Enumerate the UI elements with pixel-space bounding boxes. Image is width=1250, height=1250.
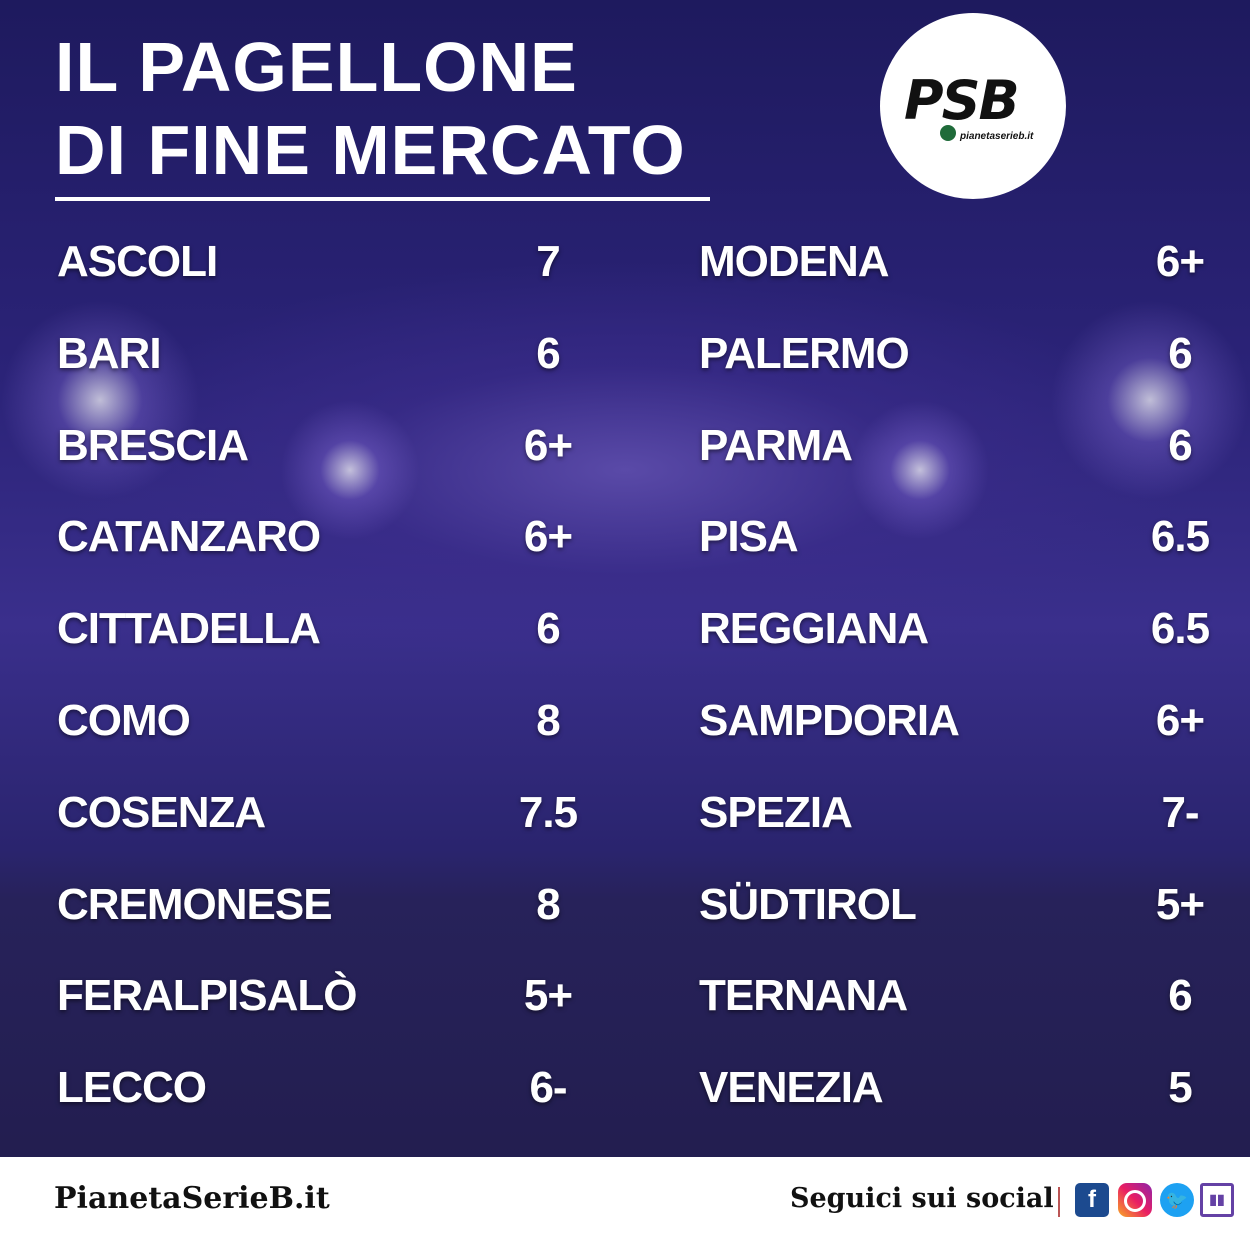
team-grade: 6 [536,604,560,654]
team-row: SAMPDORIA 6+ [699,691,1240,751]
team-grade: 6.5 [1150,512,1210,562]
team-grade: 5+ [1155,879,1205,929]
stadium-light [850,400,990,540]
team-grade: 6+ [523,512,573,562]
team-name: CITTADELLA [57,604,321,654]
team-grade: 6 [1168,420,1192,470]
team-row: CATANZARO 6+ [57,507,608,567]
team-row: ASCOLI 7 [57,232,608,292]
team-row: SÜDTIROL 5+ [699,875,1240,935]
team-name: TERNANA [699,971,908,1021]
team-name: SÜDTIROL [699,879,917,929]
psb-logo: PSB pianetaserieb.it [880,13,1066,199]
team-name: PISA [699,512,799,562]
team-row: REGGIANA 6.5 [699,599,1240,659]
team-grade: 6+ [1155,237,1205,286]
team-name: SAMPDORIA [699,696,960,745]
team-grade: 6+ [1155,696,1205,745]
football-icon [940,125,956,141]
team-grade: 6 [536,328,560,378]
team-row: PALERMO 6 [699,324,1240,384]
team-grade: 8 [536,879,560,929]
title-line-2: DI FINE MERCATO [55,111,686,189]
team-name: SPEZIA [699,787,853,837]
team-row: LECCO 6- [57,1058,608,1118]
team-grade: 7.5 [518,787,578,837]
team-row: COMO 8 [57,691,608,751]
team-grade: 6 [1168,328,1192,378]
team-name: ASCOLI [57,237,218,286]
title-underline [55,197,710,201]
team-row: BRESCIA 6+ [57,416,608,476]
team-grade: 6 [1168,971,1192,1021]
team-row: MODENA 6+ [699,232,1240,292]
team-row: SPEZIA 7- [699,783,1240,843]
facebook-icon[interactable]: f [1075,1183,1109,1217]
team-name: PALERMO [699,328,910,378]
team-name: CREMONESE [57,879,333,929]
team-grade: 7- [1161,787,1199,837]
team-row: VENEZIA 5 [699,1058,1240,1118]
team-grade: 5+ [523,971,573,1021]
team-grade: 6- [529,1063,567,1113]
stadium-light [280,400,420,540]
team-name: COMO [57,696,191,745]
team-grade: 6.5 [1150,604,1210,654]
team-row: CREMONESE 8 [57,875,608,935]
twitch-icon[interactable]: ▮▮ [1200,1183,1234,1217]
team-name: REGGIANA [699,604,929,654]
team-row: TERNANA 6 [699,966,1240,1026]
team-row: COSENZA 7.5 [57,783,608,843]
instagram-icon[interactable] [1118,1183,1152,1217]
team-grade: 6+ [523,420,573,470]
team-row: BARI 6 [57,324,608,384]
team-row: FERALPISALÒ 5+ [57,966,608,1026]
divider [1058,1187,1060,1217]
team-name: FERALPISALÒ [57,971,357,1021]
site-name: PianetaSerieB.it [54,1181,330,1216]
team-name: LECCO [57,1063,207,1113]
team-name: MODENA [699,237,890,286]
team-row: PARMA 6 [699,416,1240,476]
team-row: CITTADELLA 6 [57,599,608,659]
footer: PianetaSerieB.it Seguici sui social f 🐦 … [0,1157,1250,1250]
stadium-light [0,300,200,500]
team-name: COSENZA [57,787,266,837]
team-name: PARMA [699,420,853,470]
team-row: PISA 6.5 [699,507,1240,567]
logo-subtext: pianetaserieb.it [960,131,1034,142]
follow-text: Seguici sui social [790,1183,1054,1214]
title-line-1: IL PAGELLONE [55,28,578,106]
team-name: BRESCIA [57,420,249,470]
team-name: BARI [57,328,162,378]
team-name: VENEZIA [699,1063,884,1113]
team-grade: 7 [536,237,560,286]
team-grade: 8 [536,696,560,745]
team-grade: 5 [1168,1063,1192,1113]
logo-text: PSB [904,69,1020,132]
team-name: CATANZARO [57,512,321,562]
twitter-icon[interactable]: 🐦 [1160,1183,1194,1217]
stadium-light [1050,300,1250,500]
